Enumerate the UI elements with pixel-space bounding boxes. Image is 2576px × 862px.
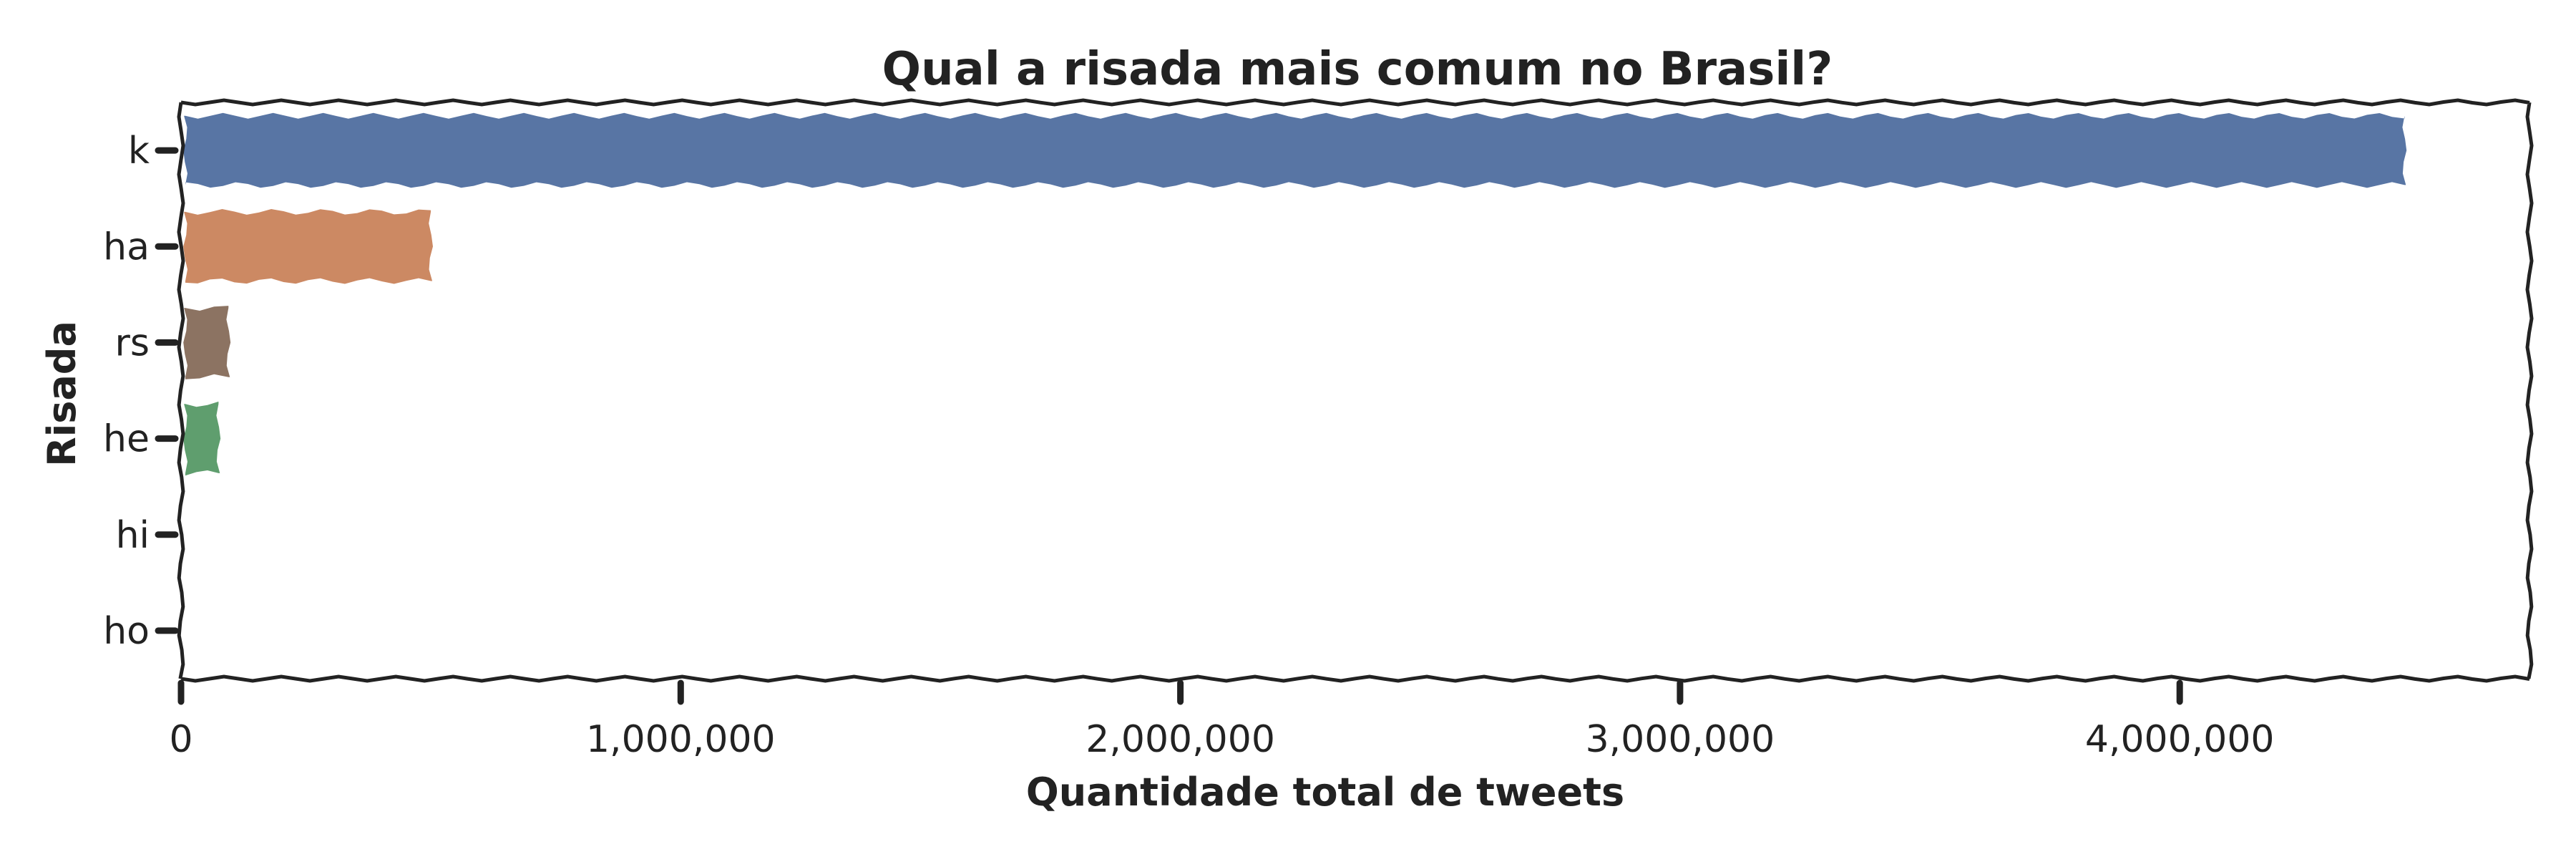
bar-ha <box>183 209 433 284</box>
y-axis-label: Risada <box>39 321 84 467</box>
plot-area: k ha rs he hi ho 0 1,000,000 2,000,000 3,000,000 4… <box>103 98 2534 761</box>
y-tick-label-hi: hi <box>116 514 150 557</box>
x-tick-label-0: 0 <box>169 718 192 761</box>
y-tick-label-ha: ha <box>103 226 150 268</box>
plot-frame <box>177 98 2534 683</box>
bar-he <box>183 401 221 476</box>
y-tick-label-rs: rs <box>115 321 150 364</box>
y-tick-label-he: he <box>103 418 150 461</box>
y-tick-label-ho: ho <box>103 610 150 653</box>
bar-rs <box>183 306 231 379</box>
x-axis-label: Quantidade total de tweets <box>1026 770 1624 815</box>
x-tick-label-1: 1,000,000 <box>586 718 776 761</box>
y-tick-label-k: k <box>128 130 150 173</box>
bar-k <box>183 112 2407 188</box>
x-tick-label-4: 4,000,000 <box>2085 718 2275 761</box>
x-tick-label-2: 2,000,000 <box>1085 718 1275 761</box>
chart-title: Qual a risada mais comum no Brasil? <box>882 43 1833 96</box>
x-tick-label-3: 3,000,000 <box>1586 718 1775 761</box>
